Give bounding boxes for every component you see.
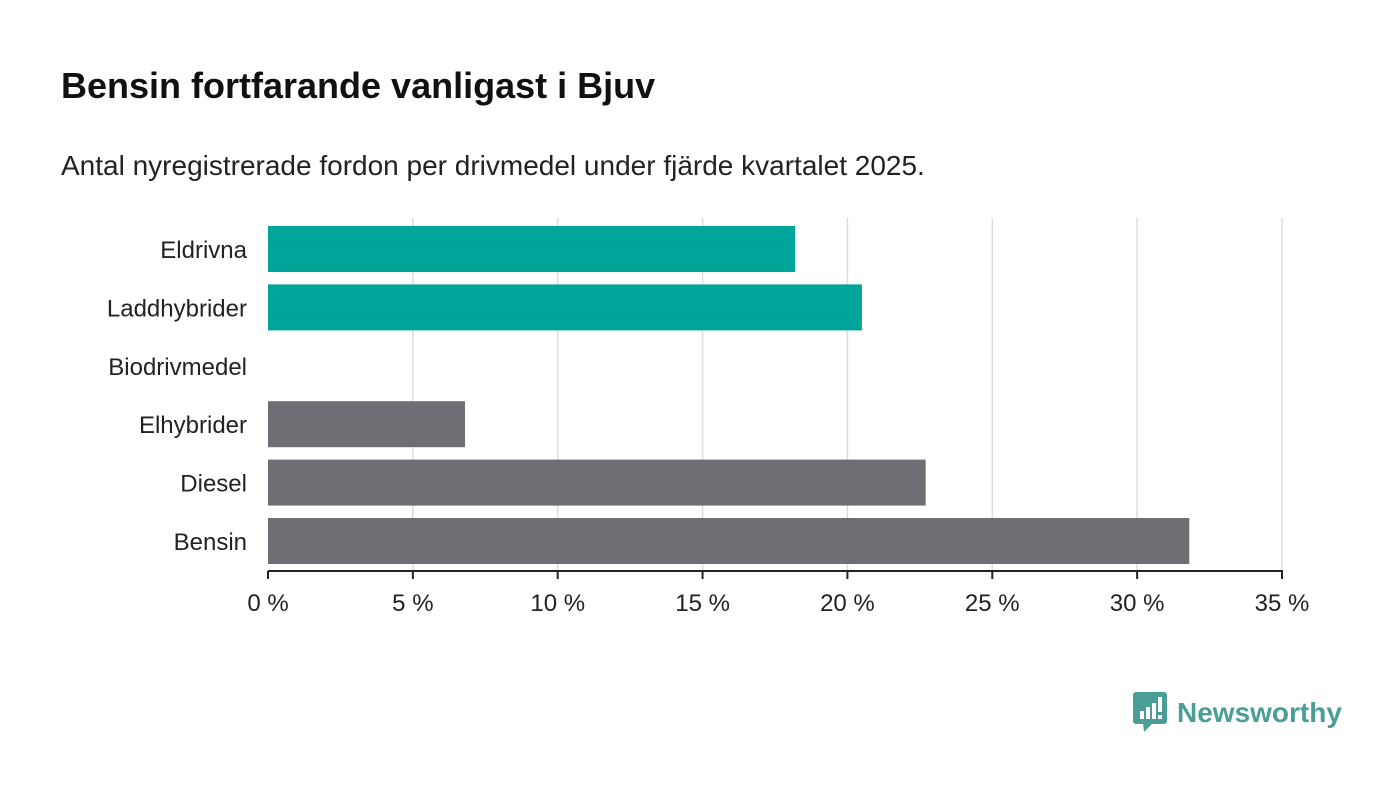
bar xyxy=(268,518,1190,564)
newsworthy-logo: Newsworthy xyxy=(1133,692,1342,734)
x-tick-label: 10 % xyxy=(530,590,585,617)
x-tick-label: 25 % xyxy=(965,590,1020,617)
x-tick-label: 15 % xyxy=(675,590,730,617)
category-label: Elhybrider xyxy=(139,412,247,439)
category-label: Eldrivna xyxy=(160,237,247,264)
x-tick-label: 0 % xyxy=(247,590,288,617)
x-tick-label: 30 % xyxy=(1110,590,1165,617)
newsworthy-logo-text: Newsworthy xyxy=(1177,697,1342,728)
bar xyxy=(268,459,926,506)
category-label: Laddhybrider xyxy=(107,295,247,322)
chart-title: Bensin fortfarande vanligast i Bjuv xyxy=(61,65,656,106)
x-axis: 0 % 5 % 10 % 15 % 20 % 25 % 30 % 35 % xyxy=(247,570,1310,617)
category-label: Biodrivmedel xyxy=(108,354,247,381)
bars xyxy=(268,226,1190,564)
x-tick-label: 35 % xyxy=(1255,590,1310,617)
bar xyxy=(268,284,862,331)
bar xyxy=(268,401,466,448)
category-labels: Eldrivna Laddhybrider Biodrivmedel Elhybrid… xyxy=(107,237,248,556)
grid-lines xyxy=(412,218,1283,571)
x-tick-label: 5 % xyxy=(392,590,433,617)
newsworthy-logo-icon xyxy=(1133,692,1167,732)
category-label: Bensin xyxy=(174,529,247,556)
x-tick-label: 20 % xyxy=(820,590,875,617)
chart-subtitle: Antal nyregistrerade fordon per drivmede… xyxy=(61,150,925,181)
bar xyxy=(268,226,796,272)
category-label: Diesel xyxy=(180,471,247,498)
